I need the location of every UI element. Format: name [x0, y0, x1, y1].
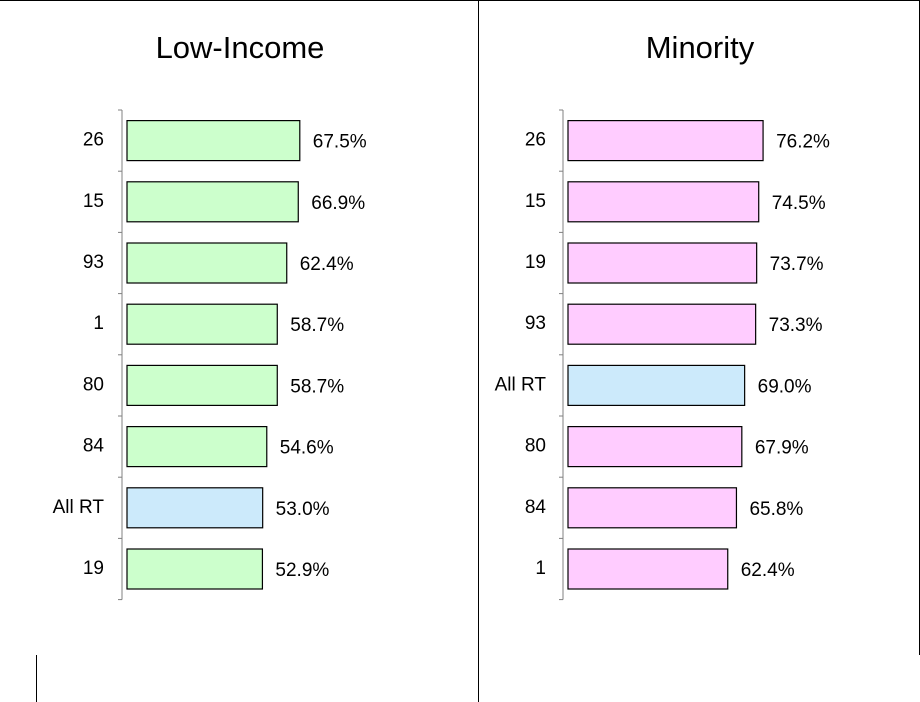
- value-label: 65.8%: [749, 499, 803, 520]
- value-label: 62.4%: [741, 560, 795, 581]
- value-label: 52.9%: [275, 560, 329, 581]
- bar: [567, 119, 764, 162]
- value-label: 67.5%: [313, 132, 367, 153]
- bar: [126, 119, 301, 162]
- value-label: 67.9%: [755, 438, 809, 459]
- bar: [126, 548, 264, 590]
- category-label: All RT: [495, 374, 547, 395]
- bar: [126, 487, 264, 529]
- chart-title: Low-Income: [156, 30, 325, 65]
- value-label: 62.4%: [300, 254, 354, 275]
- category-label: 26: [83, 130, 104, 151]
- bar: [126, 181, 299, 223]
- bar: [126, 242, 288, 284]
- category-label: 26: [525, 130, 546, 151]
- category-label: 93: [83, 252, 104, 273]
- value-label: 69.0%: [758, 376, 812, 397]
- bar: [567, 364, 746, 406]
- value-label: 66.9%: [311, 193, 365, 214]
- bar: [567, 181, 760, 223]
- category-label: 19: [83, 558, 104, 579]
- bar: [567, 426, 743, 468]
- bar: [126, 303, 278, 345]
- value-label: 73.7%: [770, 254, 824, 275]
- category-label: 80: [83, 374, 104, 395]
- bar: [567, 487, 738, 529]
- bar: [567, 303, 757, 345]
- bar: [126, 426, 268, 468]
- value-label: 54.6%: [280, 438, 334, 459]
- category-label: 93: [525, 313, 546, 334]
- category-label: 19: [525, 252, 546, 273]
- value-label: 53.0%: [276, 499, 330, 520]
- value-label: 73.3%: [769, 315, 823, 336]
- bar: [567, 242, 758, 284]
- category-label: 15: [525, 191, 546, 212]
- value-label: 76.2%: [776, 132, 830, 153]
- value-label: 58.7%: [290, 376, 344, 397]
- category-label: 15: [83, 191, 104, 212]
- bar: [126, 364, 278, 406]
- category-label: 84: [83, 436, 105, 457]
- category-label: 1: [535, 558, 546, 579]
- chart-title: Minority: [646, 30, 755, 65]
- value-label: 58.7%: [290, 315, 344, 336]
- category-label: 1: [93, 313, 104, 334]
- value-label: 74.5%: [772, 193, 826, 214]
- category-label: 84: [525, 497, 547, 518]
- category-label: All RT: [53, 497, 105, 518]
- category-label: 80: [525, 436, 546, 457]
- bar: [567, 548, 729, 590]
